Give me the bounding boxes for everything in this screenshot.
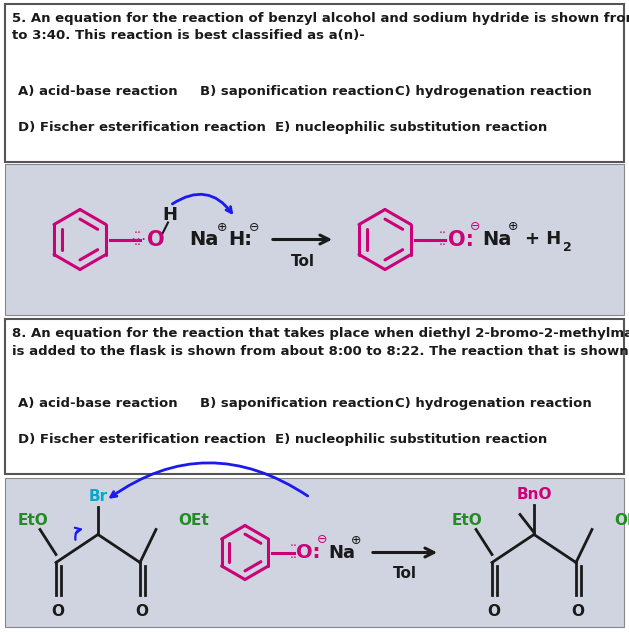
Text: C) hydrogenation reaction: C) hydrogenation reaction [395,85,592,99]
Text: ⊕: ⊕ [217,221,227,234]
Text: ⊖: ⊖ [248,221,259,234]
Text: O:: O: [448,229,474,250]
Text: O: O [487,604,501,619]
Text: ⋯: ⋯ [130,232,146,247]
Text: BnO: BnO [516,487,552,502]
Text: E) nucleophilic substitution reaction: E) nucleophilic substitution reaction [276,121,548,133]
Text: D) Fischer esterification reaction: D) Fischer esterification reaction [18,432,265,446]
Text: Tol: Tol [393,566,417,581]
Bar [5,164,624,315]
Text: EtO: EtO [18,513,49,528]
Text: + H: + H [525,231,561,248]
Text: ⊕: ⊕ [508,220,518,233]
Text: ⋅⋅: ⋅⋅ [134,239,142,252]
Text: E) nucleophilic substitution reaction: E) nucleophilic substitution reaction [276,432,548,446]
Text: ⋅⋅: ⋅⋅ [439,239,447,252]
Text: 5. An equation for the reaction of benzyl alcohol and sodium hydride is shown fr: 5. An equation for the reaction of benzy… [12,12,629,42]
Text: Na: Na [189,230,219,249]
Text: H: H [162,207,177,224]
Text: 8. An equation for the reaction that takes place when diethyl 2-bromo-2-methylma: 8. An equation for the reaction that tak… [12,327,629,358]
Text: Na: Na [482,230,511,249]
Bar [5,4,624,162]
Text: OEt: OEt [614,513,629,528]
Text: ⋅⋅: ⋅⋅ [134,227,142,240]
Text: A) acid-base reaction: A) acid-base reaction [18,398,177,411]
Text: O:: O: [296,543,320,562]
Text: Tol: Tol [291,253,314,269]
Text: B) saponification reaction: B) saponification reaction [200,398,394,411]
Text: ⋅⋅: ⋅⋅ [290,540,298,553]
Text: D) Fischer esterification reaction: D) Fischer esterification reaction [18,121,265,133]
Text: Br: Br [89,489,108,504]
Text: ⊖: ⊖ [317,533,327,546]
Text: B) saponification reaction: B) saponification reaction [200,85,394,99]
Text: OEt: OEt [178,513,209,528]
Text: A) acid-base reaction: A) acid-base reaction [18,85,177,99]
Text: EtO: EtO [452,513,482,528]
Text: ⋅⋅: ⋅⋅ [439,227,447,240]
Bar [5,478,624,627]
Text: Na: Na [328,544,355,561]
Text: ⊕: ⊕ [351,534,361,547]
Bar [5,319,624,474]
Text: ⋅⋅: ⋅⋅ [290,552,298,565]
Text: C) hydrogenation reaction: C) hydrogenation reaction [395,398,592,411]
Text: H:: H: [228,230,252,249]
Text: O: O [147,229,165,250]
Text: 2: 2 [563,241,572,254]
Text: O: O [572,604,584,619]
Text: O: O [52,604,65,619]
Text: O: O [135,604,148,619]
Text: ⊖: ⊖ [470,220,481,233]
